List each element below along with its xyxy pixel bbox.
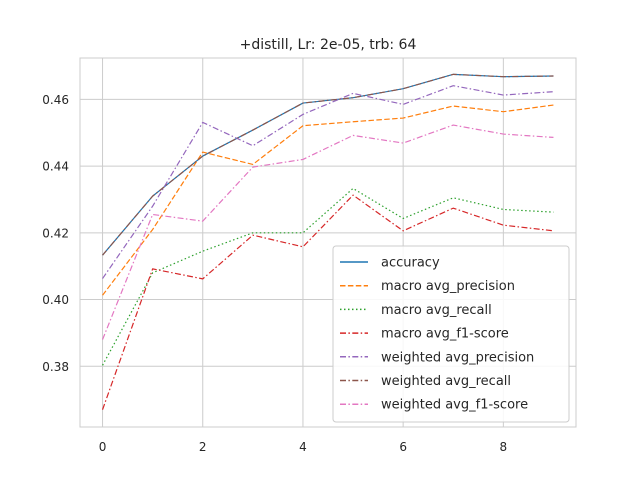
x-tick-label: 8	[500, 440, 508, 454]
x-tick-label: 0	[99, 440, 107, 454]
y-tick-label: 0.38	[42, 360, 69, 374]
legend-label: macro avg_f1-score	[381, 327, 509, 342]
y-tick-label: 0.44	[42, 160, 69, 174]
x-tick-label: 4	[299, 440, 307, 454]
legend-label: weighted avg_f1-score	[381, 398, 528, 413]
legend-label: macro avg_precision	[381, 279, 515, 294]
series-layer	[101, 73, 554, 410]
legend-label: weighted avg_recall	[381, 374, 511, 389]
series-line-3	[101, 194, 554, 410]
legend-label: weighted avg_precision	[381, 350, 534, 365]
legend-label: accuracy	[381, 256, 440, 271]
y-tick-label: 0.46	[42, 93, 69, 107]
legend-box	[332, 245, 570, 423]
series-line-6	[101, 124, 554, 340]
chart-title: +distill, Lr: 2e-05, trb: 64	[240, 37, 417, 53]
legend-label: macro avg_recall	[381, 303, 492, 318]
series-line-4	[102, 85, 554, 279]
x-tick-label: 2	[199, 440, 207, 454]
x-tick-label: 6	[399, 440, 407, 454]
series-line-5	[102, 73, 554, 256]
y-tick-label: 0.42	[42, 226, 69, 240]
tick-labels: 0 2 4 6 8 0.38 0.40 0.42 0.44 0.46	[42, 93, 507, 454]
series-line-2	[102, 187, 554, 366]
plot-frame	[79, 57, 577, 428]
y-tick-label: 0.40	[42, 293, 69, 307]
series-line-1	[102, 104, 554, 296]
